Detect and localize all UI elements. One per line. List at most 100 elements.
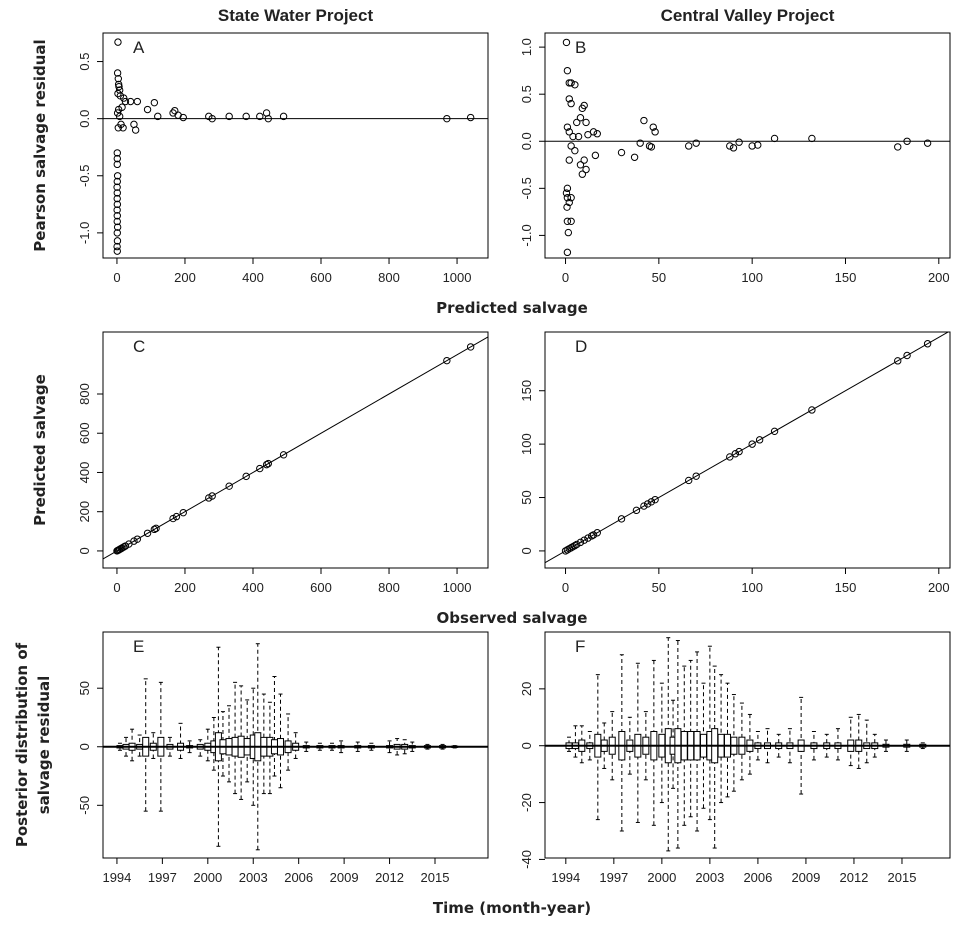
x-tick-label: 2012 xyxy=(375,870,404,885)
point xyxy=(279,112,288,121)
point xyxy=(563,203,571,211)
y-tick-label: 0 xyxy=(519,547,534,554)
point xyxy=(573,540,581,549)
point xyxy=(567,544,575,552)
x-tick-label: 0 xyxy=(562,270,569,285)
point xyxy=(569,542,577,551)
point xyxy=(113,242,121,251)
y-tick-label: 0.0 xyxy=(519,132,534,150)
plot-frame xyxy=(102,32,489,259)
point xyxy=(225,112,233,121)
x-tick-label: 150 xyxy=(835,270,857,285)
x-tick-label: 0 xyxy=(113,580,120,595)
x-tick-label: 200 xyxy=(174,270,196,285)
point xyxy=(576,114,585,122)
plot-area xyxy=(545,332,950,564)
x-tick-label: 50 xyxy=(652,270,666,285)
point xyxy=(133,97,142,106)
point xyxy=(113,194,121,203)
point xyxy=(113,200,122,209)
point xyxy=(571,541,579,550)
x-tick-label: 200 xyxy=(174,580,196,595)
point xyxy=(114,38,122,46)
point xyxy=(179,113,187,122)
point xyxy=(770,134,779,143)
point xyxy=(179,508,187,517)
x-tick-label: 2006 xyxy=(284,870,313,885)
point xyxy=(113,69,122,77)
point xyxy=(208,492,216,500)
point xyxy=(735,447,743,456)
panel: 0 200 400 600 800 1000 0.5 0.0 -0.5 -1.0 State Wat… xyxy=(31,6,588,317)
point xyxy=(692,472,700,480)
point xyxy=(735,138,743,146)
point xyxy=(580,156,588,164)
panel-letter: E xyxy=(133,637,144,656)
point xyxy=(225,482,233,490)
point xyxy=(113,160,121,169)
y-axis-label: Posterior distribution of xyxy=(13,642,31,847)
x-tick-label: 2015 xyxy=(888,870,917,885)
point xyxy=(113,229,121,237)
x-tick-label: 1994 xyxy=(551,870,580,885)
point xyxy=(755,436,764,444)
point xyxy=(443,114,451,123)
plot-frame xyxy=(102,331,489,569)
point xyxy=(172,512,181,521)
panel-letter: D xyxy=(575,337,587,356)
point xyxy=(114,74,123,83)
y-axis-label: salvage residual xyxy=(35,676,53,815)
point xyxy=(692,139,700,147)
x-tick-label: 2009 xyxy=(791,870,820,885)
x-tick-label: 100 xyxy=(741,270,763,285)
point xyxy=(120,94,128,102)
point xyxy=(113,217,121,226)
panel: 0 50 100 150 200 1.0 0.5 0.0 -0.5 -1.0 Central Val… xyxy=(519,6,951,285)
point xyxy=(567,142,575,150)
y-tick-label: 20 xyxy=(519,682,534,696)
point xyxy=(115,112,124,121)
x-tick-label: 2003 xyxy=(239,870,268,885)
point xyxy=(808,134,816,143)
plot-frame xyxy=(102,631,489,859)
point xyxy=(113,206,121,214)
point xyxy=(731,450,740,458)
panel-letter: A xyxy=(133,38,145,57)
point xyxy=(640,502,648,510)
point xyxy=(617,515,626,523)
point xyxy=(580,101,588,110)
point xyxy=(563,123,572,131)
point xyxy=(576,538,585,547)
x-tick-label: 800 xyxy=(378,580,400,595)
point xyxy=(576,161,585,169)
y-tick-label: 50 xyxy=(519,490,534,504)
y-tick-label: -50 xyxy=(77,796,92,815)
point xyxy=(565,95,573,103)
point xyxy=(903,351,911,360)
point xyxy=(593,130,601,138)
point xyxy=(563,546,572,554)
y-tick-label: 150 xyxy=(519,380,534,402)
point xyxy=(565,156,573,164)
x-tick-label: 800 xyxy=(378,270,400,285)
x-tick-label: 1000 xyxy=(443,580,472,595)
x-tick-label: 2003 xyxy=(695,870,724,885)
point xyxy=(113,154,121,163)
point xyxy=(923,139,932,147)
x-tick-label: 200 xyxy=(928,270,950,285)
y-tick-label: 200 xyxy=(77,501,92,523)
panel-letter: C xyxy=(133,337,145,356)
point xyxy=(114,89,122,98)
point xyxy=(593,529,601,537)
panel: 0 50 100 150 200 0 50 100 150 D xyxy=(519,331,951,595)
x-tick-label: 2012 xyxy=(839,870,868,885)
x-tick-label: 2006 xyxy=(743,870,772,885)
point xyxy=(565,128,573,136)
point xyxy=(113,183,121,191)
point xyxy=(121,97,130,106)
point xyxy=(113,212,121,220)
plot-frame xyxy=(544,32,951,259)
x-tick-label: 100 xyxy=(741,580,763,595)
y-tick-label: 0.5 xyxy=(519,85,534,103)
x-axis-label: Predicted salvage xyxy=(436,299,588,317)
